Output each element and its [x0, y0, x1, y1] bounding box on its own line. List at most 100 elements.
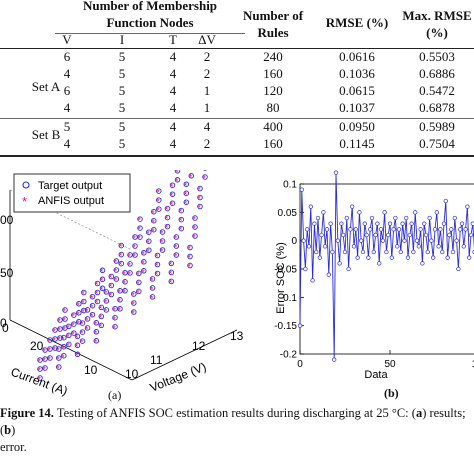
anfis-point: *: [165, 223, 169, 233]
anfis-point: *: [127, 270, 131, 280]
subheader-t: T: [169, 32, 177, 48]
error-point: [350, 205, 354, 209]
error-point: [304, 267, 308, 271]
error-point: [358, 211, 362, 215]
cell-rules: 240: [263, 49, 283, 65]
caption-text: Testing of ANFIS SOC estimation results …: [54, 406, 416, 420]
cell-rmse: 0.1037: [339, 100, 375, 116]
anfis-point: *: [94, 337, 98, 347]
error-point: [390, 256, 394, 260]
error-point: [347, 267, 351, 271]
error-point: [379, 228, 383, 232]
caption-label: Figure 14.: [0, 406, 54, 420]
x-axis-label: Data: [364, 369, 388, 381]
cell-max-rmse: 0.5472: [419, 83, 455, 99]
cell-i: 5: [119, 136, 126, 152]
anfis-point: *: [160, 247, 164, 257]
anfis-point: *: [119, 260, 123, 270]
anfis-marker-icon: *: [22, 194, 27, 209]
error-point: [421, 262, 425, 266]
error-point: [469, 233, 473, 237]
error-point: [422, 222, 426, 226]
anfis-point: *: [155, 270, 159, 280]
error-point: [417, 245, 421, 249]
cell-i: 5: [119, 49, 126, 65]
error-point: [305, 228, 309, 232]
cell-rules: 120: [263, 83, 283, 99]
error-point: [406, 256, 410, 260]
header-max-rmse-line1: Max. RMSE: [402, 8, 471, 24]
error-point: [453, 216, 457, 220]
panel-label-b: (b): [384, 386, 399, 401]
plot-area: [300, 184, 474, 354]
anfis-point: *: [141, 267, 145, 277]
error-point: [354, 228, 358, 232]
cell-rmse: 0.0615: [339, 83, 375, 99]
x-tick-label: 0: [297, 359, 303, 370]
error-point: [394, 216, 398, 220]
anfis-point: *: [179, 225, 183, 235]
anfis-point: *: [131, 309, 135, 319]
anfis-point: *: [184, 199, 188, 209]
cell-t: 4: [170, 100, 177, 116]
error-point: [412, 250, 416, 254]
error-point: [388, 222, 392, 226]
anfis-point: *: [85, 325, 89, 335]
y-tick-label: 0.1: [283, 180, 297, 191]
anfis-point: *: [100, 285, 104, 295]
cell-rmse: 0.0950: [339, 119, 375, 135]
anfis-point: *: [122, 287, 126, 297]
error-point: [383, 211, 387, 215]
anfis-point: *: [56, 364, 60, 374]
error-point: [410, 222, 414, 226]
error-point: [464, 228, 468, 232]
error-point: [372, 250, 376, 254]
error-point: [316, 216, 320, 220]
cell-rmse: 0.0616: [339, 49, 375, 65]
cell-i: 5: [119, 66, 126, 82]
figure-a: Target output * ANFIS output ***********…: [0, 170, 260, 402]
error-point: [440, 250, 444, 254]
cell-dv: 2: [204, 66, 211, 82]
header-membership-line1: Number of Membership: [83, 0, 217, 14]
error-point: [376, 222, 380, 226]
error-point: [318, 256, 322, 260]
error-point: [386, 233, 390, 237]
error-point: [340, 222, 344, 226]
error-point: [430, 239, 434, 243]
cell-i: 5: [119, 83, 126, 99]
error-point: [467, 256, 471, 260]
anfis-point: *: [104, 307, 108, 317]
error-point: [397, 228, 401, 232]
y-axis-label: Error SOC (%): [275, 242, 287, 314]
caption-text: ): [11, 423, 15, 437]
error-point: [341, 233, 345, 237]
legend: Target output * ANFIS output: [14, 174, 130, 212]
cell-rules: 80: [267, 100, 280, 116]
header-membership-line2: Function Nodes: [106, 15, 193, 31]
error-point: [361, 250, 365, 254]
scatter3d-plot: Target output * ANFIS output ***********…: [0, 170, 260, 402]
error-point: [302, 239, 306, 243]
error-point: [332, 358, 336, 362]
error-point: [363, 222, 367, 226]
anfis-point: *: [95, 298, 99, 308]
anfis-point: *: [132, 252, 136, 262]
error-point: [307, 245, 311, 249]
cell-dv: 2: [204, 136, 211, 152]
cell-v: 4: [64, 100, 71, 116]
voltage-tick: 12: [192, 339, 206, 353]
anfis-point: *: [81, 307, 85, 317]
legend-anfis: ANFIS output: [38, 195, 104, 207]
error-point: [435, 211, 439, 215]
results-table: Number of Membership Function Nodes Numb…: [0, 0, 474, 160]
error-point: [300, 188, 304, 192]
error-point: [325, 228, 329, 232]
anfis-point: *: [151, 226, 155, 236]
cell-i: 5: [119, 119, 126, 135]
group-label-set-a: Set A: [32, 79, 61, 95]
error-point: [338, 262, 342, 266]
cell-dv: 1: [204, 83, 211, 99]
error-point: [449, 228, 453, 232]
anfis-point: *: [187, 262, 191, 272]
